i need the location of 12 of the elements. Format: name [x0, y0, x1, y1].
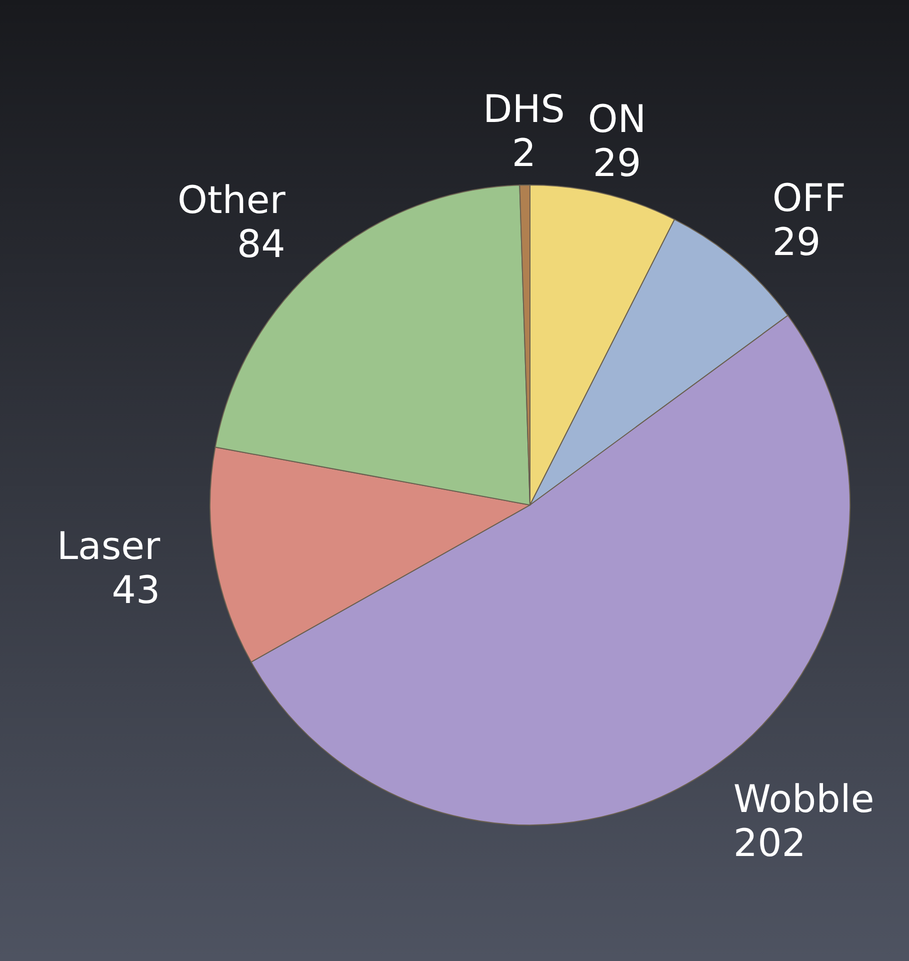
data-label: 43 — [112, 568, 160, 612]
data-label: 202 — [733, 821, 806, 866]
slice-label: DHS — [482, 87, 565, 132]
slice-label: Wobble — [733, 777, 874, 822]
data-label: 29 — [592, 141, 642, 186]
slice-label: ON — [588, 97, 646, 142]
slice-label: Other — [177, 178, 286, 222]
data-label: 29 — [772, 220, 821, 264]
data-label: 2 — [512, 131, 536, 176]
data-label: 84 — [237, 222, 286, 266]
slice-label: OFF — [772, 176, 846, 220]
slice-label: Laser — [56, 524, 160, 568]
